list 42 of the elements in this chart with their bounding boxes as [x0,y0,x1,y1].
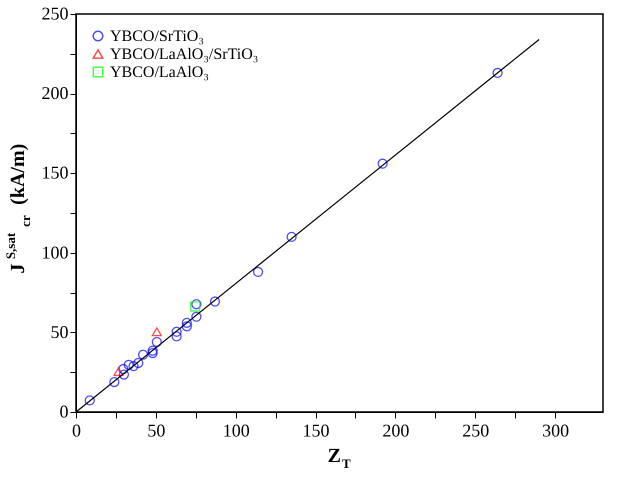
point [152,327,162,336]
point [118,364,128,374]
point [152,336,162,348]
y-tick-label: 100 [42,242,68,262]
point [377,158,388,169]
point [148,346,158,356]
x-tick-label: 300 [542,420,570,440]
point [124,360,134,370]
point [138,350,148,360]
point [128,361,139,372]
x-tick-label: 250 [462,420,490,440]
x-tick-label: 50 [147,420,166,440]
point [171,331,182,342]
x-tick-label: 200 [382,420,410,440]
x-tick-label: 100 [222,420,250,440]
point [182,318,192,328]
point [113,367,124,376]
y-tick-label: 250 [42,4,68,24]
point [210,296,220,307]
y-tick-label: 150 [42,162,68,183]
point [492,68,503,78]
point [133,358,144,368]
y-axis-title: JS,satcr (kA/m) [3,144,33,274]
x-tick-label: 0 [72,420,81,440]
x-tick-label: 150 [302,420,330,440]
y-tick-label: 50 [50,322,68,342]
point [191,312,202,322]
point [84,395,95,406]
legend-label: YBCO/SrTiO₃ [110,28,204,45]
point [148,348,158,358]
y-tick-label: 200 [42,83,68,104]
point [109,376,120,388]
y-tick-label: 0 [60,402,68,422]
legend-label: YBCO/LaAlO₃/SrTiO₃ [110,46,258,63]
point [191,299,202,310]
legend-label: YBCO/LaAlO₃ [110,64,209,81]
point [171,326,182,337]
point [182,321,192,332]
point [252,266,264,278]
point [118,369,130,380]
point [190,301,200,312]
point [286,232,297,242]
